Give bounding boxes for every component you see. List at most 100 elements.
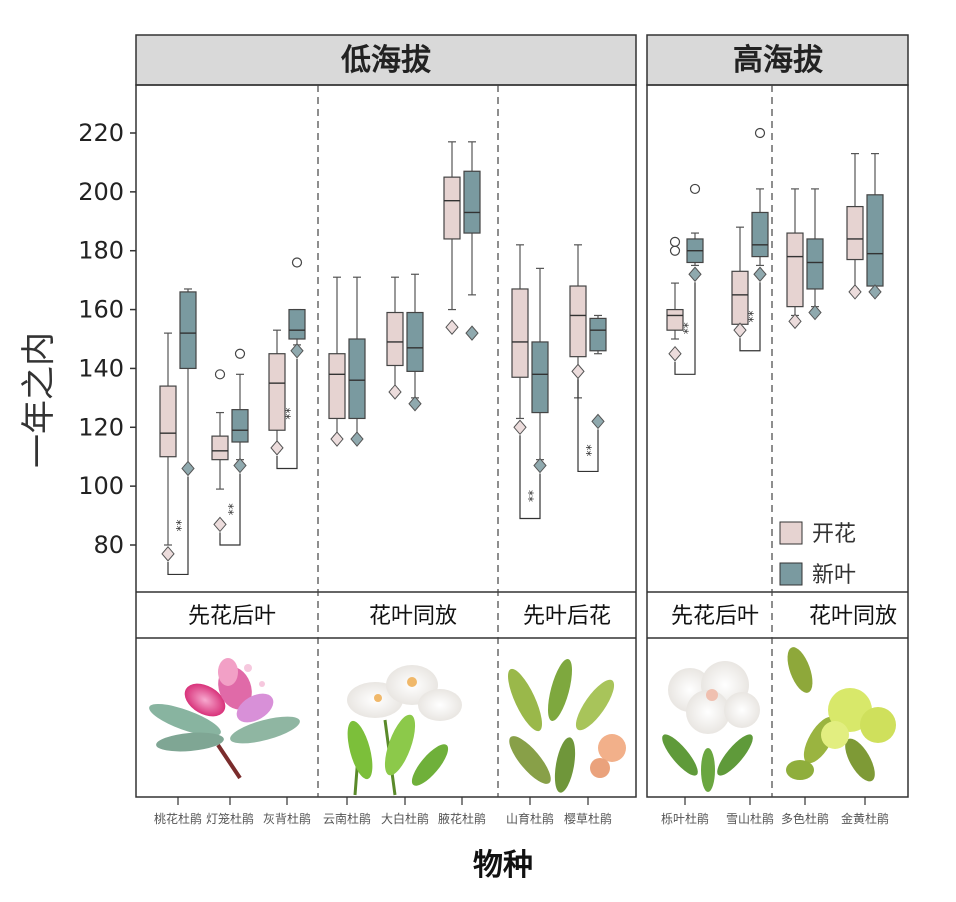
mean-diamond <box>688 266 702 283</box>
mean-diamond <box>753 266 767 283</box>
box-leaf <box>231 348 249 474</box>
mean-diamond <box>233 457 247 474</box>
outlier-point <box>234 348 246 359</box>
strategy-label: 花叶同放 <box>369 604 457 629</box>
strategy-label: 先花后叶 <box>671 604 759 629</box>
leaf-illustration-green <box>503 650 631 793</box>
y-tick-label: 140 <box>78 354 124 382</box>
mean-diamond <box>388 384 402 400</box>
legend: 开花 新叶 <box>779 521 856 588</box>
box-flower <box>159 332 177 562</box>
significance-brackets: ** ** ** ** ** ** ** <box>167 282 761 576</box>
box-flower <box>846 153 864 300</box>
box-flower <box>511 244 529 436</box>
box-series <box>159 127 884 562</box>
mean-diamond <box>445 319 459 335</box>
significance-label: ** <box>283 408 297 420</box>
strategy-label: 先花后叶 <box>188 604 276 629</box>
legend-label-leaf: 新叶 <box>812 563 856 588</box>
box-flower <box>386 276 404 400</box>
legend-swatch-leaf <box>779 562 803 586</box>
mean-diamond <box>465 325 479 341</box>
significance-label: ** <box>526 490 540 502</box>
box-leaf <box>463 141 481 341</box>
outlier-point <box>669 236 681 247</box>
outlier-point <box>689 183 701 195</box>
box-body <box>846 205 864 261</box>
bracket-line <box>167 476 189 576</box>
strip-low-altitude <box>135 34 637 86</box>
x-axis-label: 物种 <box>473 848 533 883</box>
y-axis: 80 100 120 140 160 180 200 220 <box>78 119 136 559</box>
species-label: 金黄杜鹃 <box>841 811 889 826</box>
panel-title-high: 高海拔 <box>733 43 824 78</box>
box-body <box>589 317 607 352</box>
box-body <box>806 238 824 290</box>
legend-label-flower: 开花 <box>812 522 856 547</box>
y-axis-label: 一年之内 <box>19 332 59 468</box>
outlier-point <box>754 127 766 139</box>
box-body <box>569 285 587 358</box>
strategy-label: 花叶同放 <box>809 604 897 629</box>
box-flower <box>731 226 749 338</box>
box-body <box>268 353 286 431</box>
box-body <box>386 311 404 367</box>
species-label: 桃花杜鹃 <box>154 811 202 826</box>
box-leaf <box>288 257 306 359</box>
box-leaf <box>406 273 424 412</box>
box-leaf <box>531 267 549 474</box>
flower-illustration-rose-white <box>662 661 760 792</box>
species-label: 山育杜鹃 <box>506 811 554 826</box>
significance-bracket: ** <box>577 379 599 473</box>
y-tick-label: 160 <box>78 296 124 324</box>
y-tick-label: 180 <box>78 237 124 265</box>
bracket-line <box>219 473 241 546</box>
box-body <box>288 308 306 340</box>
box-body <box>786 232 804 308</box>
box-body <box>179 291 197 370</box>
box-body <box>463 170 481 234</box>
bracket-line <box>577 379 599 473</box>
significance-bracket: ** <box>219 473 241 546</box>
panel-frame-low <box>135 84 637 798</box>
box-body <box>751 211 769 258</box>
y-tick-label: 220 <box>78 119 124 147</box>
box-body <box>231 409 249 443</box>
flower-illustration-white <box>347 665 462 796</box>
bracket-line <box>519 435 541 520</box>
mean-diamond <box>808 304 822 321</box>
species-label: 灰背杜鹃 <box>263 811 311 826</box>
species-label: 腋花杜鹃 <box>438 811 486 826</box>
species-label: 樱草杜鹃 <box>564 811 612 826</box>
flower-illustration-yellow <box>786 647 896 782</box>
box-body <box>159 385 177 458</box>
mean-diamond <box>571 363 585 380</box>
bracket-line <box>739 282 761 352</box>
significance-bracket: ** <box>674 282 696 375</box>
strip-high-altitude <box>646 34 909 86</box>
bracket-line <box>674 282 696 375</box>
outlier-point <box>214 369 226 380</box>
species-label: 栎叶杜鹃 <box>661 811 709 826</box>
box-leaf <box>179 288 197 477</box>
y-tick-label: 80 <box>93 531 124 559</box>
strategy-label: 先叶后花 <box>523 604 611 629</box>
mean-diamond <box>848 284 862 300</box>
box-flower <box>666 236 684 362</box>
box-body <box>211 435 229 461</box>
significance-bracket: ** <box>739 282 761 352</box>
mean-diamond <box>290 343 304 359</box>
significance-bracket: ** <box>167 476 189 576</box>
box-body <box>443 176 461 240</box>
mean-diamond <box>668 345 682 362</box>
box-flower <box>569 244 587 399</box>
significance-label: ** <box>746 311 760 323</box>
box-leaf <box>751 127 769 283</box>
mean-diamond <box>591 413 605 430</box>
significance-bracket: ** <box>519 435 541 520</box>
box-leaf <box>866 153 884 300</box>
mean-diamond <box>330 431 344 447</box>
box-body <box>348 338 366 420</box>
box-body <box>511 288 529 378</box>
flower-illustration-pink <box>149 658 300 780</box>
